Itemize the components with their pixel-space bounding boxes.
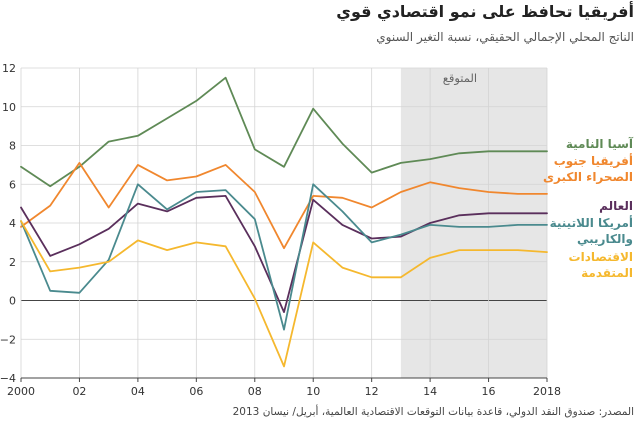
y-tick-label: 2 [9, 256, 16, 269]
y-tick-label: 8 [9, 140, 16, 153]
series-line-1 [20, 161, 548, 250]
x-tick-label: 2018 [533, 385, 561, 398]
x-axis: 2000 02 04 06 08 10 12 14 16 2018 [7, 378, 561, 398]
x-tick-label: 16 [482, 385, 496, 398]
source-note: المصدر: صندوق النقد الدولي، قاعدة بيانات… [232, 406, 634, 418]
x-tick-label: 10 [306, 385, 320, 398]
x-tick-label: 14 [423, 385, 437, 398]
y-tick-label: 10 [2, 101, 16, 114]
chart-subtitle: الناتج المحلي الإجمالي الحقيقي، نسبة الت… [376, 30, 634, 44]
series-label-3: أمريكا اللاتينية [550, 215, 633, 230]
y-tick-label: 0 [9, 295, 16, 308]
series-line-3 [20, 183, 548, 331]
y-tick-label: 6 [9, 178, 16, 191]
x-tick-label: 06 [189, 385, 203, 398]
x-tick-label: 2000 [7, 385, 35, 398]
series-label-1: الصحراء الكبرى [543, 170, 633, 184]
series-label-4: المتقدمة [581, 266, 633, 280]
y-tick-label: 4 [9, 217, 16, 230]
series-lines [20, 76, 548, 368]
series-label-0: آسيا النامية [566, 136, 634, 151]
chart-title: أفريقيا تحافظ على نمو اقتصادي قوي [336, 2, 634, 21]
x-tick-label: 08 [248, 385, 262, 398]
series-label-2: العالم [599, 199, 633, 213]
x-tick-label: 12 [365, 385, 379, 398]
y-tick-label: −4 [0, 372, 16, 385]
series-label-3: والكاريبي [577, 232, 633, 247]
y-tick-label: −2 [0, 333, 16, 346]
x-tick-label: 04 [131, 385, 145, 398]
y-tick-label: 12 [2, 62, 16, 75]
series-line-4 [20, 220, 548, 368]
y-axis: 12 10 8 6 4 2 0 −2 −4 [0, 62, 16, 385]
series-label-1: أفريقيا جنوب [554, 153, 633, 169]
series-line-2 [20, 194, 548, 314]
series-label-4: الاقتصادات [569, 250, 633, 264]
series-line-0 [20, 76, 548, 188]
forecast-label: المتوقع [443, 71, 477, 86]
x-tick-label: 02 [72, 385, 86, 398]
